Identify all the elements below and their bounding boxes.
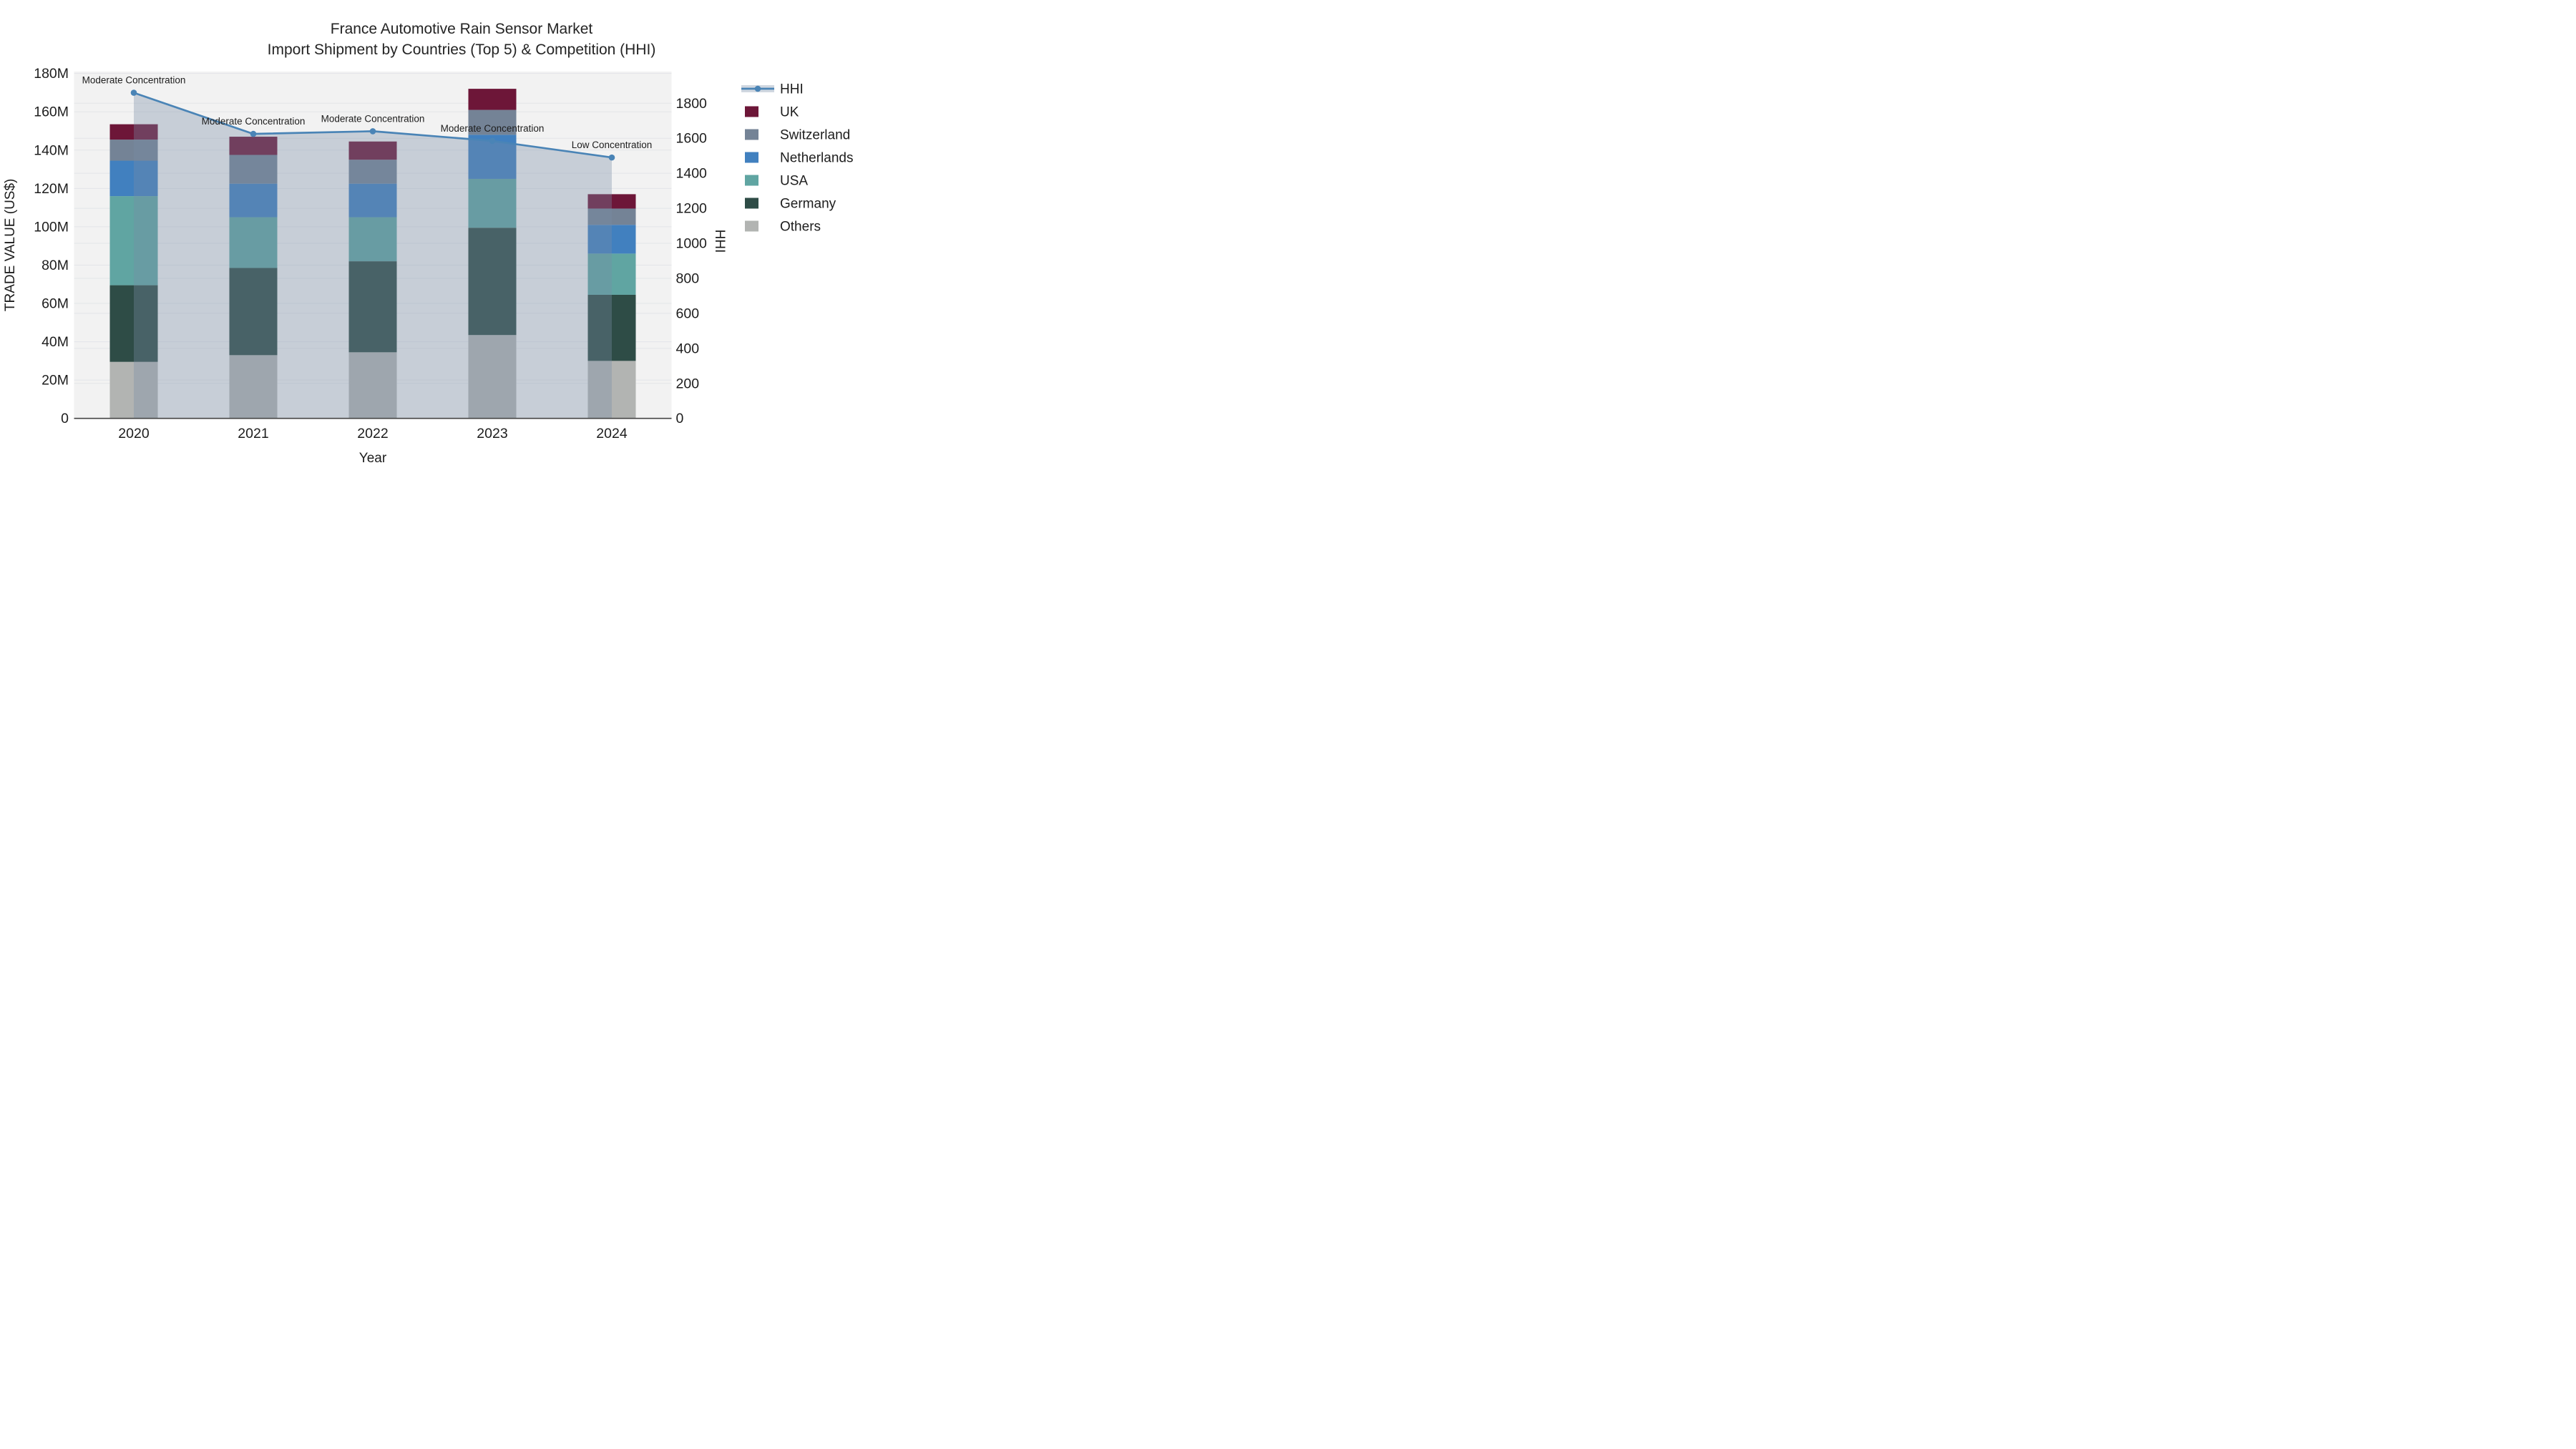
- y-left-tick-100M: 100M: [34, 219, 69, 235]
- bar-2022-uk[interactable]: [348, 141, 397, 160]
- y-left-tick-20M: 20M: [42, 373, 69, 389]
- y-left-tick-80M: 80M: [42, 258, 69, 273]
- y-right-tick-600: 600: [676, 306, 700, 321]
- y-right-tick-1000: 1000: [676, 236, 708, 252]
- y-right-tick-1600: 1600: [676, 131, 708, 147]
- bar-2021-usa[interactable]: [229, 217, 278, 268]
- annotation-2023: Moderate Concentration: [441, 123, 545, 134]
- bar-2022-others[interactable]: [348, 352, 397, 419]
- x-tick-2022: 2022: [357, 426, 388, 441]
- legend-label: Others: [780, 220, 821, 235]
- bar-2024-usa[interactable]: [587, 253, 636, 295]
- bar-2020-uk[interactable]: [109, 124, 158, 140]
- bar-2021-others[interactable]: [229, 355, 278, 419]
- annotation-2024: Low Concentration: [572, 140, 653, 150]
- chart-title: France Automotive Rain Sensor Market Imp…: [64, 19, 859, 60]
- y-right-tick-0: 0: [676, 411, 684, 426]
- legend-item-germany[interactable]: Germany: [745, 197, 836, 212]
- bar-2020-switzerland[interactable]: [109, 140, 158, 161]
- y-left-tick-160M: 160M: [34, 104, 69, 120]
- bar-2020-germany[interactable]: [109, 285, 158, 362]
- y-right-tick-400: 400: [676, 341, 700, 356]
- x-tick-2024: 2024: [596, 426, 628, 441]
- bar-series: [109, 89, 636, 419]
- bar-2024-switzerland[interactable]: [587, 208, 636, 225]
- legend-swatch-icon: [745, 220, 758, 232]
- legend-label: UK: [780, 105, 799, 120]
- bar-2022-netherlands[interactable]: [348, 183, 397, 218]
- hhi-legend-marker-icon: [754, 85, 761, 92]
- y-left-tick-40M: 40M: [42, 334, 69, 350]
- legend: HHI UK Switzerland Netherlands USA Germany Oth…: [741, 82, 853, 235]
- bar-2022-usa[interactable]: [348, 217, 397, 262]
- y-right-tick-1800: 1800: [676, 96, 708, 112]
- legend-label: Netherlands: [780, 151, 853, 166]
- legend-label: Germany: [780, 197, 836, 212]
- hhi-marker-2021[interactable]: [250, 130, 257, 137]
- legend-label: Switzerland: [780, 128, 850, 143]
- tick-labels: 0 20M 40M 60M 80M 100M 120M 140M 160M 180M 0 200 400…: [34, 66, 707, 441]
- legend-item-others[interactable]: Others: [745, 220, 821, 235]
- hhi-marker-2020[interactable]: [130, 89, 137, 96]
- chart-canvas: Moderate Concentration Moderate Concentra…: [3, 66, 853, 466]
- y-right-tick-1200: 1200: [676, 201, 708, 217]
- y-right-axis-title: HHI: [712, 230, 727, 253]
- legend-item-hhi[interactable]: HHI: [741, 82, 804, 97]
- y-left-tick-140M: 140M: [34, 142, 69, 158]
- y-right-tick-1400: 1400: [676, 166, 708, 182]
- x-tick-2023: 2023: [477, 426, 507, 441]
- bar-2023-others[interactable]: [468, 335, 517, 419]
- hhi-marker-2022[interactable]: [369, 128, 376, 135]
- bar-2020-others[interactable]: [109, 361, 158, 419]
- legend-swatch-icon: [745, 129, 758, 140]
- bar-2020-usa[interactable]: [109, 196, 158, 286]
- x-tick-2021: 2021: [238, 426, 268, 441]
- bar-2021-uk[interactable]: [229, 137, 278, 155]
- legend-label: USA: [780, 174, 808, 189]
- legend-item-usa[interactable]: USA: [745, 174, 808, 189]
- bar-2020-netherlands[interactable]: [109, 160, 158, 197]
- legend-label: HHI: [780, 82, 804, 97]
- hhi-marker-2024[interactable]: [608, 154, 615, 161]
- y-left-axis-title: TRADE VALUE (US$): [3, 179, 18, 311]
- chart-title-line1: France Automotive Rain Sensor Market: [330, 21, 593, 37]
- bar-2023-uk[interactable]: [468, 89, 517, 110]
- bar-2023-usa[interactable]: [468, 178, 517, 228]
- bar-2023-switzerland[interactable]: [468, 109, 517, 135]
- x-tick-2020: 2020: [118, 426, 150, 441]
- legend-item-uk[interactable]: UK: [745, 105, 799, 120]
- bar-2023-germany[interactable]: [468, 228, 517, 336]
- x-axis-title: Year: [359, 451, 387, 466]
- annotation-2022: Moderate Concentration: [321, 113, 425, 124]
- bar-2024-others[interactable]: [587, 361, 636, 419]
- legend-item-switzerland[interactable]: Switzerland: [745, 128, 850, 143]
- legend-swatch-icon: [745, 106, 758, 117]
- legend-swatch-icon: [745, 197, 758, 209]
- legend-swatch-icon: [745, 175, 758, 186]
- y-left-tick-120M: 120M: [34, 181, 69, 197]
- chart-title-line2: Import Shipment by Countries (Top 5) & C…: [267, 42, 656, 58]
- bar-2022-germany[interactable]: [348, 261, 397, 353]
- bar-2021-switzerland[interactable]: [229, 155, 278, 184]
- annotation-2020: Moderate Concentration: [82, 75, 186, 86]
- bar-2022-switzerland[interactable]: [348, 160, 397, 184]
- figure: France Automotive Rain Sensor Market Imp…: [0, 0, 859, 483]
- y-left-tick-0: 0: [61, 411, 69, 426]
- annotation-2021: Moderate Concentration: [202, 116, 306, 127]
- legend-item-netherlands[interactable]: Netherlands: [745, 151, 853, 166]
- y-left-tick-60M: 60M: [42, 296, 69, 312]
- y-right-tick-800: 800: [676, 270, 700, 286]
- bar-2024-netherlands[interactable]: [587, 225, 636, 254]
- bar-2021-germany[interactable]: [229, 268, 278, 356]
- hhi-area-fill: [134, 92, 612, 419]
- y-left-tick-180M: 180M: [34, 66, 69, 82]
- bar-2024-germany[interactable]: [587, 294, 636, 361]
- bar-2024-uk[interactable]: [587, 194, 636, 209]
- hhi-marker-2023[interactable]: [489, 137, 496, 145]
- bar-2021-netherlands[interactable]: [229, 183, 278, 218]
- legend-swatch-icon: [745, 152, 758, 163]
- y-right-tick-200: 200: [676, 376, 700, 391]
